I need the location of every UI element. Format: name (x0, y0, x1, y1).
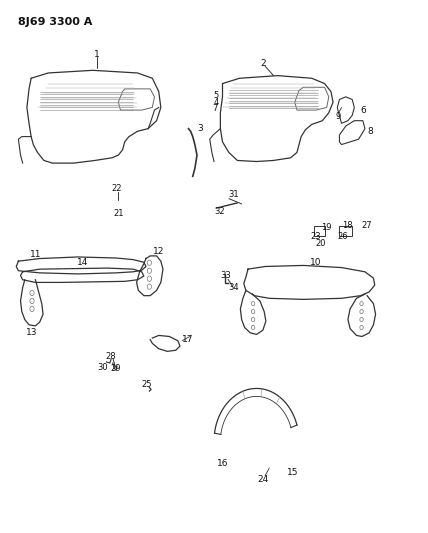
Text: 34: 34 (228, 283, 238, 292)
Text: 18: 18 (342, 221, 352, 230)
Text: 23: 23 (311, 232, 321, 241)
Text: 28: 28 (106, 352, 116, 361)
Text: 29: 29 (110, 365, 121, 373)
Text: 5: 5 (214, 91, 219, 100)
Text: 10: 10 (310, 259, 322, 267)
Text: 3: 3 (197, 124, 203, 133)
Text: 17: 17 (182, 335, 193, 344)
Text: 1: 1 (94, 50, 100, 59)
Text: 25: 25 (142, 379, 152, 389)
Text: 16: 16 (217, 459, 228, 469)
Text: 20: 20 (315, 239, 326, 248)
Text: 21: 21 (113, 209, 124, 218)
Text: 4: 4 (214, 98, 219, 107)
Text: 32: 32 (214, 207, 225, 216)
Text: 6: 6 (361, 106, 366, 115)
Text: 31: 31 (228, 190, 238, 199)
Text: 19: 19 (321, 223, 332, 232)
Text: 27: 27 (361, 221, 372, 230)
Text: 14: 14 (77, 258, 88, 266)
Text: 30: 30 (97, 363, 108, 372)
Text: 15: 15 (287, 468, 298, 477)
Text: 26: 26 (337, 232, 348, 241)
Text: 8J69 3300 A: 8J69 3300 A (18, 17, 93, 27)
Text: 33: 33 (220, 271, 231, 280)
Text: 12: 12 (153, 247, 164, 256)
Text: 22: 22 (111, 183, 122, 192)
Text: 9: 9 (336, 112, 341, 121)
Text: 13: 13 (26, 328, 38, 337)
Text: 8: 8 (368, 127, 373, 136)
Text: 2: 2 (260, 59, 266, 68)
Text: 24: 24 (257, 475, 268, 484)
Text: 7: 7 (213, 104, 218, 113)
Text: 11: 11 (30, 251, 41, 260)
